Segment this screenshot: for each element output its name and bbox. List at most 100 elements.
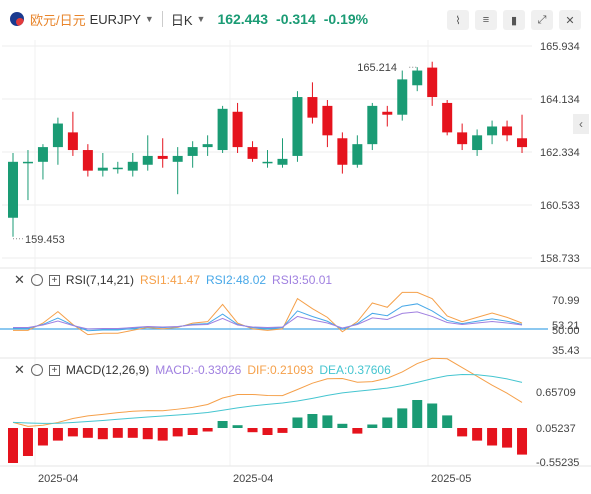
y-tick-label: 164.134 — [540, 94, 580, 106]
rsi-settings-icon[interactable] — [30, 274, 43, 286]
candle-body — [157, 155, 168, 159]
macd-bar — [337, 423, 348, 428]
rsi3-line — [13, 311, 523, 330]
candle-body — [97, 167, 108, 171]
candle-body — [352, 144, 363, 165]
macd-bar — [142, 428, 153, 440]
candle-body — [232, 111, 243, 148]
indicator-icon[interactable]: ⌇ — [447, 10, 469, 30]
macd-bar — [127, 428, 138, 438]
macd-bar — [487, 428, 498, 446]
dif-value: DIF:0.21093 — [247, 363, 314, 377]
candle-body — [427, 67, 438, 98]
candle-body — [307, 97, 318, 118]
macd-bar — [502, 428, 513, 448]
macd-bar — [442, 415, 453, 428]
dea-value: DEA:0.37606 — [319, 363, 391, 377]
candle-body — [322, 105, 333, 136]
candle-body — [472, 135, 483, 151]
macd-bar — [8, 428, 18, 464]
candle-body — [412, 70, 423, 86]
chart-tools: ⌇ ≡ ▮ ⤢ ✕ — [447, 10, 581, 30]
macd-bar — [517, 428, 528, 455]
macd-settings-icon[interactable] — [30, 364, 43, 376]
period-selector[interactable]: 日K — [170, 12, 193, 28]
currency-flag-icon — [10, 12, 24, 26]
macd-tick-label: -0.55235 — [536, 457, 579, 469]
candle-body — [337, 138, 348, 165]
x-tick-label: 2025-05 — [431, 473, 471, 485]
candle-body — [292, 97, 303, 156]
candle-body — [262, 161, 273, 164]
macd-bar — [367, 424, 378, 428]
pair-code[interactable]: EURJPY — [89, 11, 141, 27]
macd-bar — [352, 428, 363, 434]
macd-bar — [202, 428, 213, 432]
close-icon[interactable]: ✕ — [559, 10, 581, 30]
candle-body — [142, 155, 153, 165]
macd-bar — [172, 428, 183, 437]
candle-body — [442, 102, 453, 133]
candle-body — [8, 161, 18, 218]
y-tick-label: 160.533 — [540, 200, 580, 212]
rsi-tick-label: 50.00 — [552, 325, 580, 337]
macd-bar — [292, 417, 303, 428]
y-tick-label: 165.934 — [540, 41, 580, 53]
candle-body — [502, 126, 513, 136]
macd-bar — [22, 428, 33, 457]
macd-bar — [262, 428, 273, 436]
macd-bar — [277, 428, 288, 433]
candle-body — [22, 161, 33, 164]
fullscreen-icon[interactable]: ⤢ — [531, 10, 553, 30]
macd-bar — [232, 425, 243, 428]
rsi1-value: RSI1:41.47 — [139, 273, 200, 287]
high-label: 165.214 — [357, 62, 397, 74]
candle-body — [367, 105, 378, 145]
dif-line — [12, 357, 523, 427]
rsi-close-icon[interactable]: ✕ — [14, 272, 25, 287]
candles-icon[interactable]: ▮ — [503, 10, 525, 30]
macd-bar — [37, 428, 48, 446]
candle-body — [172, 155, 183, 162]
rsi-header: ✕ + RSI(7,14,21) RSI1:41.47 RSI2:48.02 R… — [14, 272, 332, 288]
period-chevron-icon[interactable]: ▼ — [196, 14, 206, 24]
rsi2-line — [13, 303, 523, 332]
macd-bar — [457, 428, 468, 437]
macd-bar — [157, 428, 168, 441]
macd-bar — [247, 428, 258, 433]
pair-name[interactable]: 欧元/日元 — [30, 12, 86, 28]
macd-bar — [82, 428, 93, 438]
low-label: 159.453 — [25, 234, 65, 246]
macd-bar — [397, 408, 408, 428]
candle-body — [37, 147, 48, 162]
candle-body — [397, 79, 408, 115]
collapse-arrow-icon[interactable]: ‹ — [573, 114, 589, 134]
chevron-down-icon[interactable]: ▼ — [144, 14, 154, 24]
macd-bar — [307, 413, 318, 428]
macd-bar — [97, 428, 108, 440]
macd-value: MACD:-0.33026 — [155, 363, 242, 377]
y-tick-label: 162.334 — [540, 147, 580, 159]
price-change-pct: -0.19% — [323, 11, 369, 27]
macd-header: ✕ + MACD(12,26,9) MACD:-0.33026 DIF:0.21… — [14, 362, 391, 378]
macd-bar — [412, 399, 423, 428]
candle-body — [217, 108, 228, 151]
macd-bar — [472, 428, 483, 441]
macd-bar — [322, 415, 333, 428]
macd-add-icon[interactable]: + — [48, 364, 60, 376]
macd-bar — [382, 417, 393, 428]
macd-tick-label: 0.05237 — [536, 423, 576, 435]
candle-body — [457, 132, 468, 145]
rsi-tick-label: 35.43 — [552, 345, 580, 357]
rsi-add-icon[interactable]: + — [48, 274, 60, 286]
macd-label: MACD(12,26,9) — [65, 363, 150, 377]
candle-body — [112, 167, 123, 170]
macd-close-icon[interactable]: ✕ — [14, 362, 25, 377]
rsi-tick-label: 70.99 — [552, 295, 580, 307]
macd-bar — [112, 428, 123, 438]
candle-body — [82, 150, 93, 171]
settings-sliders-icon[interactable]: ≡ — [475, 10, 497, 30]
macd-bar — [217, 420, 228, 428]
candle-body — [517, 138, 528, 148]
